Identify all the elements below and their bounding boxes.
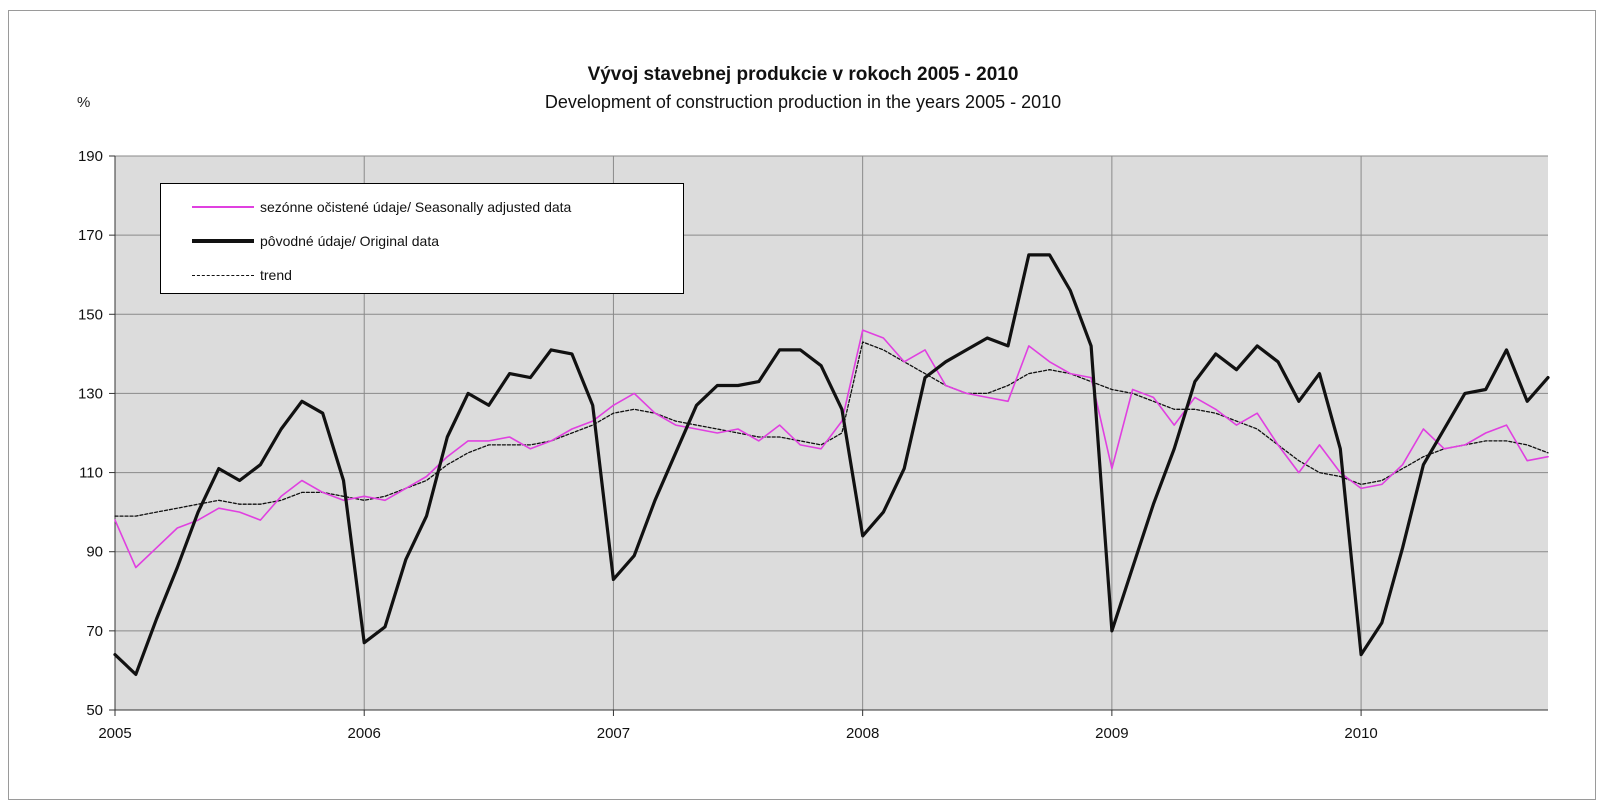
legend: sezónne očistené údaje/ Seasonally adjus…: [160, 183, 684, 294]
legend-label-trend: trend: [260, 267, 292, 283]
series-line-original: [113, 253, 1550, 677]
x-tick-label-2010: 2010: [1344, 725, 1377, 742]
x-tick-label-2006: 2006: [348, 725, 381, 742]
y-tick-label-190: 190: [78, 148, 103, 165]
y-axis-unit-label: %: [77, 94, 91, 111]
chart-subtitle: Development of construction production i…: [544, 92, 1062, 112]
legend-item-seasonally-adjusted: sezónne očistené údaje/ Seasonally adjus…: [161, 196, 571, 218]
x-tick-label-2009: 2009: [1095, 725, 1128, 742]
legend-swatch-original: [192, 239, 254, 243]
y-tick-label-50: 50: [86, 702, 103, 719]
y-tick-label-70: 70: [86, 623, 103, 640]
y-tick-label-130: 130: [78, 385, 103, 402]
x-tick-label-2005: 2005: [98, 725, 131, 742]
legend-item-trend: trend: [161, 264, 292, 286]
legend-label-original: pôvodné údaje/ Original data: [260, 233, 440, 249]
legend-item-original: pôvodné údaje/ Original data: [161, 230, 439, 252]
x-tick-label-2007: 2007: [597, 725, 630, 742]
legend-label-seasonally-adjusted: sezónne očistené údaje/ Seasonally adjus…: [260, 199, 572, 215]
y-tick-label-150: 150: [78, 306, 103, 323]
chart-title: Vývoj stavebnej produkcie v rokoch 2005 …: [587, 64, 1019, 85]
series-line-seasonally-adjusted: [114, 329, 1549, 569]
legend-swatch-trend: [192, 274, 254, 276]
legend-swatch-seasonally-adjusted: [192, 206, 254, 208]
x-tick-label-2008: 2008: [846, 725, 879, 742]
y-tick-label-170: 170: [78, 227, 103, 244]
y-tick-label-90: 90: [86, 544, 103, 561]
y-tick-label-110: 110: [79, 465, 103, 482]
